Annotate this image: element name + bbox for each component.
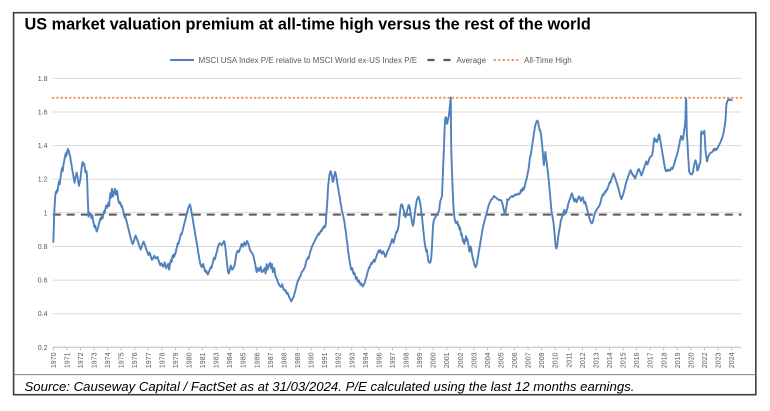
svg-text:Average: Average — [456, 56, 486, 65]
svg-text:2022: 2022 — [702, 352, 709, 368]
svg-text:2023: 2023 — [716, 352, 723, 368]
svg-text:2006: 2006 — [512, 352, 519, 368]
svg-text:1994: 1994 — [363, 352, 370, 368]
svg-text:2001: 2001 — [444, 352, 451, 368]
svg-text:2020: 2020 — [688, 352, 695, 368]
svg-text:2005: 2005 — [498, 352, 505, 368]
svg-text:All-Time High: All-Time High — [524, 56, 572, 65]
svg-text:1972: 1972 — [78, 352, 85, 368]
svg-text:1987: 1987 — [268, 352, 275, 368]
svg-text:1979: 1979 — [173, 352, 180, 368]
svg-text:2011: 2011 — [566, 352, 573, 367]
svg-text:1975: 1975 — [119, 352, 126, 368]
svg-text:Source: Causeway Capital / Fac: Source: Causeway Capital / FactSet as at… — [25, 379, 635, 394]
svg-text:2003: 2003 — [471, 352, 478, 368]
svg-text:1978: 1978 — [159, 352, 166, 368]
svg-text:2018: 2018 — [661, 352, 668, 368]
svg-text:1999: 1999 — [417, 352, 424, 368]
svg-text:1986: 1986 — [254, 352, 261, 368]
svg-text:1992: 1992 — [336, 352, 343, 368]
svg-text:1973: 1973 — [92, 352, 99, 368]
svg-text:2017: 2017 — [648, 352, 655, 368]
svg-text:1996: 1996 — [376, 352, 383, 368]
svg-text:1985: 1985 — [241, 352, 248, 368]
svg-text:1984: 1984 — [227, 352, 234, 368]
svg-text:2016: 2016 — [634, 352, 641, 368]
svg-text:1.2: 1.2 — [38, 177, 48, 184]
svg-text:2010: 2010 — [553, 352, 560, 368]
svg-text:1977: 1977 — [146, 352, 153, 368]
svg-text:2024: 2024 — [729, 352, 736, 368]
svg-text:0.6: 0.6 — [38, 278, 48, 285]
svg-text:2004: 2004 — [485, 352, 492, 368]
svg-text:1971: 1971 — [64, 352, 71, 368]
svg-text:1998: 1998 — [404, 352, 411, 368]
svg-text:1997: 1997 — [390, 352, 397, 368]
svg-text:0.2: 0.2 — [38, 345, 48, 352]
svg-text:1.8: 1.8 — [38, 76, 48, 83]
svg-text:1970: 1970 — [51, 352, 58, 368]
svg-text:2013: 2013 — [593, 352, 600, 368]
svg-text:2009: 2009 — [539, 352, 546, 368]
svg-text:1.6: 1.6 — [38, 110, 48, 117]
svg-text:1988: 1988 — [281, 352, 288, 368]
svg-text:2014: 2014 — [607, 352, 614, 368]
svg-text:2007: 2007 — [526, 352, 533, 368]
svg-text:1: 1 — [44, 210, 48, 217]
svg-text:1974: 1974 — [105, 352, 112, 368]
svg-text:0.8: 0.8 — [38, 244, 48, 251]
svg-text:1989: 1989 — [295, 352, 302, 368]
svg-text:US market valuation premium at: US market valuation premium at all-time … — [25, 16, 591, 34]
svg-text:1981: 1981 — [200, 352, 207, 368]
svg-text:1990: 1990 — [309, 352, 316, 368]
svg-text:MSCI USA Index P/E relative to: MSCI USA Index P/E relative to MSCI Worl… — [199, 56, 418, 65]
svg-text:1980: 1980 — [186, 352, 193, 368]
svg-text:1983: 1983 — [214, 352, 221, 368]
svg-text:1.4: 1.4 — [38, 143, 48, 150]
svg-text:1991: 1991 — [322, 352, 329, 368]
svg-text:2015: 2015 — [621, 352, 628, 368]
svg-text:1993: 1993 — [349, 352, 356, 368]
svg-text:2000: 2000 — [431, 352, 438, 368]
svg-text:2019: 2019 — [675, 352, 682, 368]
svg-text:2002: 2002 — [458, 352, 465, 368]
svg-text:0.4: 0.4 — [38, 311, 48, 318]
svg-text:1976: 1976 — [132, 352, 139, 368]
svg-text:2012: 2012 — [580, 352, 587, 368]
